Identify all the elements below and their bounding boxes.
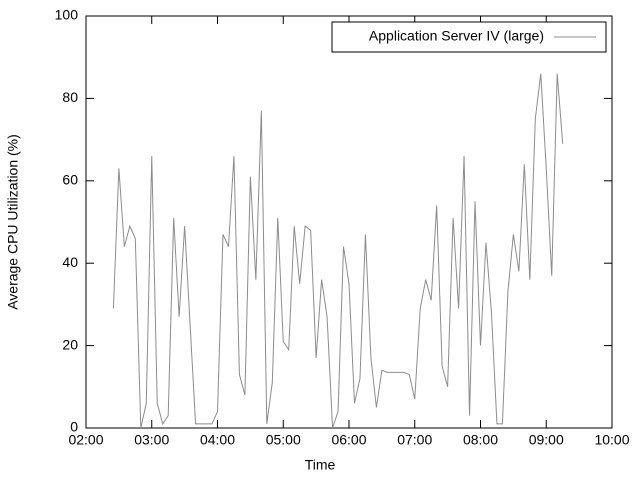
x-tick-label: 05:00 <box>266 432 301 448</box>
plot-frame <box>85 15 613 429</box>
x-tick-label: 09:00 <box>529 432 564 448</box>
x-tick-label: 04:00 <box>200 432 235 448</box>
y-tick-label: 20 <box>62 336 78 352</box>
x-tick-label: 06:00 <box>331 432 366 448</box>
x-tick-label: 02:00 <box>68 432 103 448</box>
y-tick-label: 40 <box>62 254 78 270</box>
x-tick-label: 03:00 <box>134 432 169 448</box>
y-tick-label: 0 <box>70 419 78 435</box>
x-tick-label: 08:00 <box>463 432 498 448</box>
series-line <box>112 73 564 429</box>
x-tick-label: 10:00 <box>594 432 629 448</box>
y-tick-label: 100 <box>55 7 79 23</box>
y-axis-label: Average CPU Utilization (%) <box>5 134 21 310</box>
y-tick-label: 80 <box>62 89 78 105</box>
y-tick-label: 60 <box>62 172 78 188</box>
legend-label: Application Server IV (large) <box>369 28 544 44</box>
x-tick-label: 07:00 <box>397 432 432 448</box>
x-axis-label: Time <box>305 457 336 473</box>
